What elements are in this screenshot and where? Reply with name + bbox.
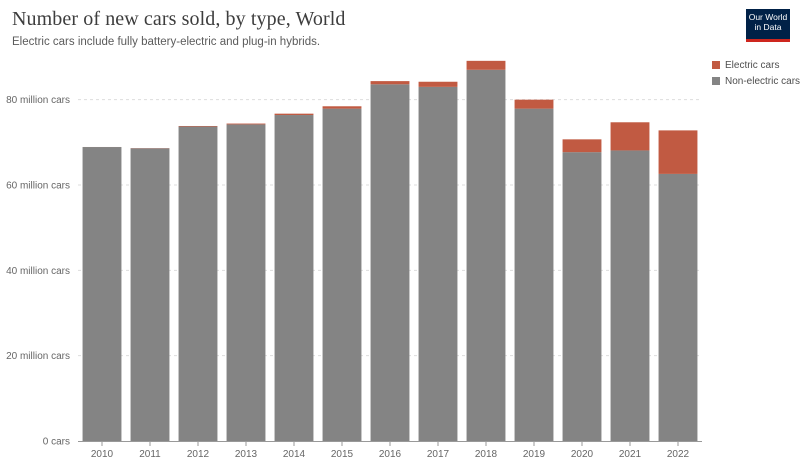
y-tick-label: 0 cars <box>43 437 70 448</box>
logo-line-2: in Data <box>754 22 782 32</box>
x-tick-label: 2020 <box>571 449 594 460</box>
x-tick-label: 2014 <box>283 449 306 460</box>
chart-legend: Electric cars Non-electric cars <box>712 58 800 90</box>
bar-non-electric-cars-2012[interactable] <box>178 126 218 442</box>
x-tick-label: 2019 <box>523 449 546 460</box>
bar-non-electric-cars-2017[interactable] <box>418 86 458 441</box>
legend-swatch-non-electric-cars <box>712 77 720 85</box>
bar-electric-cars-2013[interactable] <box>226 123 266 125</box>
x-tick-label: 2016 <box>379 449 402 460</box>
x-tick-label: 2012 <box>187 449 210 460</box>
y-tick-label: 80 million cars <box>6 95 70 106</box>
y-tick-label: 60 million cars <box>6 181 70 192</box>
legend-item-electric-cars[interactable]: Electric cars <box>712 58 800 72</box>
bar-non-electric-cars-2020[interactable] <box>562 152 602 441</box>
x-tick-label: 2021 <box>619 449 642 460</box>
bar-non-electric-cars-2016[interactable] <box>370 84 410 441</box>
chart-title: Number of new cars sold, by type, World <box>12 8 346 30</box>
legend-swatch-electric-cars <box>712 61 720 69</box>
x-tick-label: 2013 <box>235 449 258 460</box>
bar-non-electric-cars-2013[interactable] <box>226 124 266 441</box>
x-tick-label: 2017 <box>427 449 450 460</box>
bar-electric-cars-2020[interactable] <box>562 139 602 153</box>
x-tick-label: 2011 <box>139 449 161 460</box>
bar-electric-cars-2015[interactable] <box>322 106 362 109</box>
legend-label-electric-cars: Electric cars <box>725 59 780 71</box>
bar-non-electric-cars-2011[interactable] <box>130 148 170 441</box>
y-tick-label: 20 million cars <box>6 351 70 362</box>
our-world-in-data-logo[interactable]: Our World in Data <box>746 9 790 42</box>
bar-electric-cars-2012[interactable] <box>178 125 218 127</box>
x-tick-label: 2022 <box>667 449 690 460</box>
x-tick-label: 2015 <box>331 449 354 460</box>
bar-electric-cars-2016[interactable] <box>370 81 410 85</box>
bar-non-electric-cars-2010[interactable] <box>82 147 122 441</box>
legend-item-non-electric-cars[interactable]: Non-electric cars <box>712 74 800 88</box>
x-tick-label: 2018 <box>475 449 498 460</box>
bar-non-electric-cars-2018[interactable] <box>466 69 506 442</box>
bar-electric-cars-2018[interactable] <box>466 60 506 70</box>
logo-line-1: Our World <box>748 12 788 22</box>
y-tick-label: 40 million cars <box>6 266 70 277</box>
bar-non-electric-cars-2015[interactable] <box>322 108 362 442</box>
bar-electric-cars-2017[interactable] <box>418 81 458 87</box>
bar-electric-cars-2022[interactable] <box>658 130 698 174</box>
bar-electric-cars-2019[interactable] <box>514 99 554 109</box>
x-tick-label: 2010 <box>91 449 114 460</box>
bar-electric-cars-2021[interactable] <box>610 122 650 151</box>
bar-non-electric-cars-2022[interactable] <box>658 173 698 441</box>
bar-non-electric-cars-2019[interactable] <box>514 108 554 442</box>
bar-non-electric-cars-2021[interactable] <box>610 150 650 441</box>
bar-non-electric-cars-2014[interactable] <box>274 115 314 441</box>
bar-electric-cars-2014[interactable] <box>274 113 314 116</box>
legend-label-non-electric-cars: Non-electric cars <box>725 75 800 87</box>
chart-subtitle: Electric cars include fully battery-elec… <box>12 36 321 48</box>
